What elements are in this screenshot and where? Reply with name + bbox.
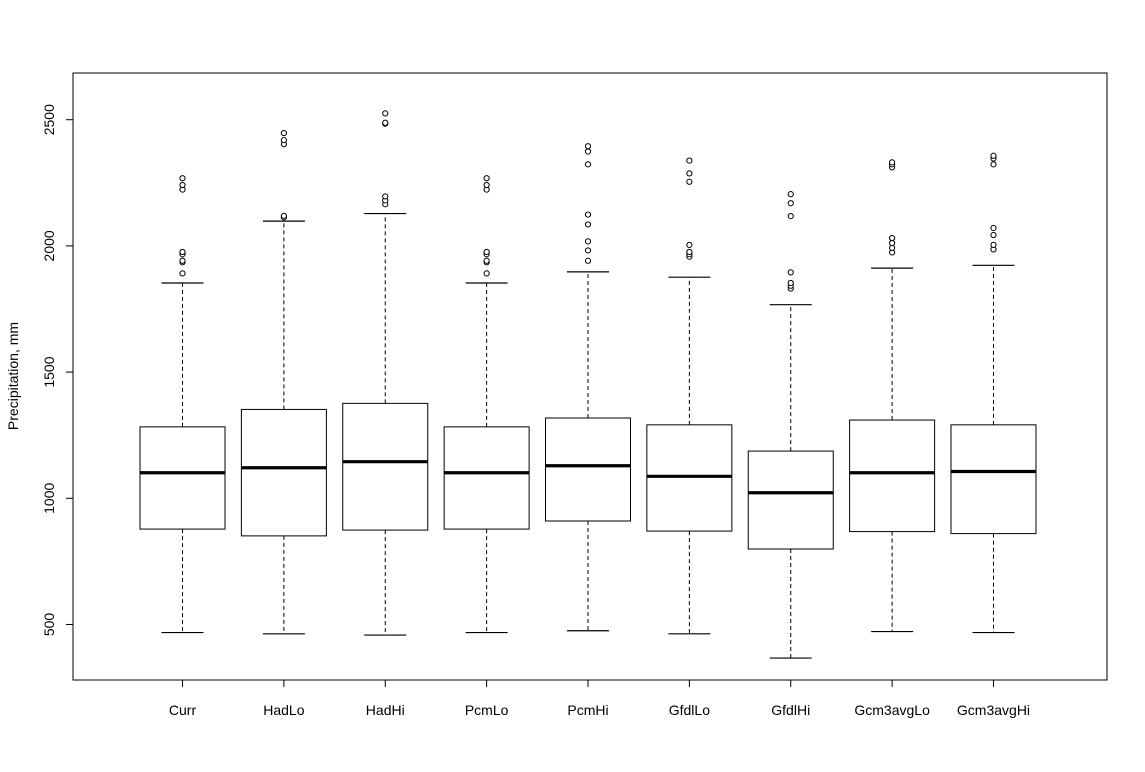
boxes-group [139, 110, 1037, 659]
y-tick-label: 500 [41, 613, 57, 637]
x-tick-label: Curr [169, 702, 197, 718]
x-tick-label: PcmLo [465, 702, 509, 718]
outlier-point [179, 181, 186, 189]
y-tick-label: 1500 [41, 356, 57, 387]
outlier-point [990, 224, 997, 232]
outlier-point [787, 191, 794, 198]
outlier-point [990, 152, 997, 159]
iqr-box [950, 424, 1037, 535]
outlier-point [889, 159, 896, 166]
x-tick-label: Gcm3avgHi [957, 702, 1030, 718]
iqr-box [342, 402, 429, 531]
y-tick-label: 1000 [41, 482, 57, 513]
box-Gcm3avgHi [950, 152, 1037, 634]
outlier-point [382, 119, 389, 126]
y-axis-label: Precipitation, mm [5, 322, 21, 430]
outlier-point [179, 248, 186, 256]
box-HadLo [240, 129, 327, 635]
x-tick-label: GfdlHi [771, 702, 810, 718]
iqr-box [139, 426, 226, 530]
outlier-point [889, 240, 896, 247]
outlier-point [584, 143, 592, 150]
box-PcmLo [443, 175, 530, 634]
outlier-point [584, 221, 592, 228]
outlier-point [686, 248, 693, 256]
outlier-point [280, 129, 287, 137]
outlier-point [787, 269, 794, 276]
outlier-point [686, 157, 693, 164]
outlier-point [483, 248, 490, 256]
outlier-point [382, 193, 389, 200]
x-axis-labels: Curr HadLo HadHi PcmLo PcmHi GfdlLo GfdlHi Gcm3… [169, 679, 1030, 718]
outlier-point [280, 212, 287, 219]
iqr-box [443, 426, 530, 530]
box-Curr [139, 175, 226, 634]
x-tick-label: HadLo [263, 702, 304, 718]
outlier-point [787, 279, 794, 287]
outlier-point [584, 148, 592, 155]
outlier-point [483, 270, 490, 277]
outlier-point [686, 178, 693, 185]
iqr-box [545, 417, 631, 522]
box-GfdlLo [646, 157, 733, 635]
outlier-point [584, 247, 592, 254]
outlier-point [990, 231, 997, 239]
outlier-point [990, 241, 997, 248]
outlier-point [686, 241, 693, 248]
y-tick-label: 2500 [41, 104, 57, 135]
iqr-box [747, 450, 834, 550]
outlier-point [483, 257, 490, 264]
box-HadHi [342, 110, 429, 636]
x-tick-label: HadHi [366, 702, 405, 718]
outlier-point [584, 257, 592, 264]
outlier-point [179, 270, 186, 277]
iqr-box [240, 408, 327, 537]
outlier-point [483, 181, 490, 189]
outlier-point [584, 238, 592, 245]
outlier-point [787, 200, 794, 207]
outlier-point [787, 213, 794, 220]
iqr-box [646, 424, 733, 532]
box-Gcm3avgLo [849, 159, 936, 633]
x-tick-label: Gcm3avgLo [854, 702, 930, 718]
box-PcmHi [545, 143, 631, 632]
outlier-point [686, 170, 693, 177]
outlier-point [382, 110, 389, 117]
outlier-point [584, 161, 592, 168]
y-axis: 500 1000 1500 2000 2500 [41, 104, 74, 637]
outlier-point [179, 175, 186, 182]
outlier-point [889, 234, 896, 242]
y-tick-label: 2000 [41, 230, 57, 261]
outlier-point [584, 211, 592, 218]
box-GfdlHi [747, 191, 834, 659]
outlier-point [280, 137, 287, 144]
outlier-point [483, 175, 490, 182]
x-tick-label: PcmHi [567, 702, 608, 718]
outlier-point [990, 161, 997, 168]
x-tick-label: GfdlLo [669, 702, 710, 718]
outlier-point [179, 257, 186, 264]
iqr-box [849, 419, 936, 533]
